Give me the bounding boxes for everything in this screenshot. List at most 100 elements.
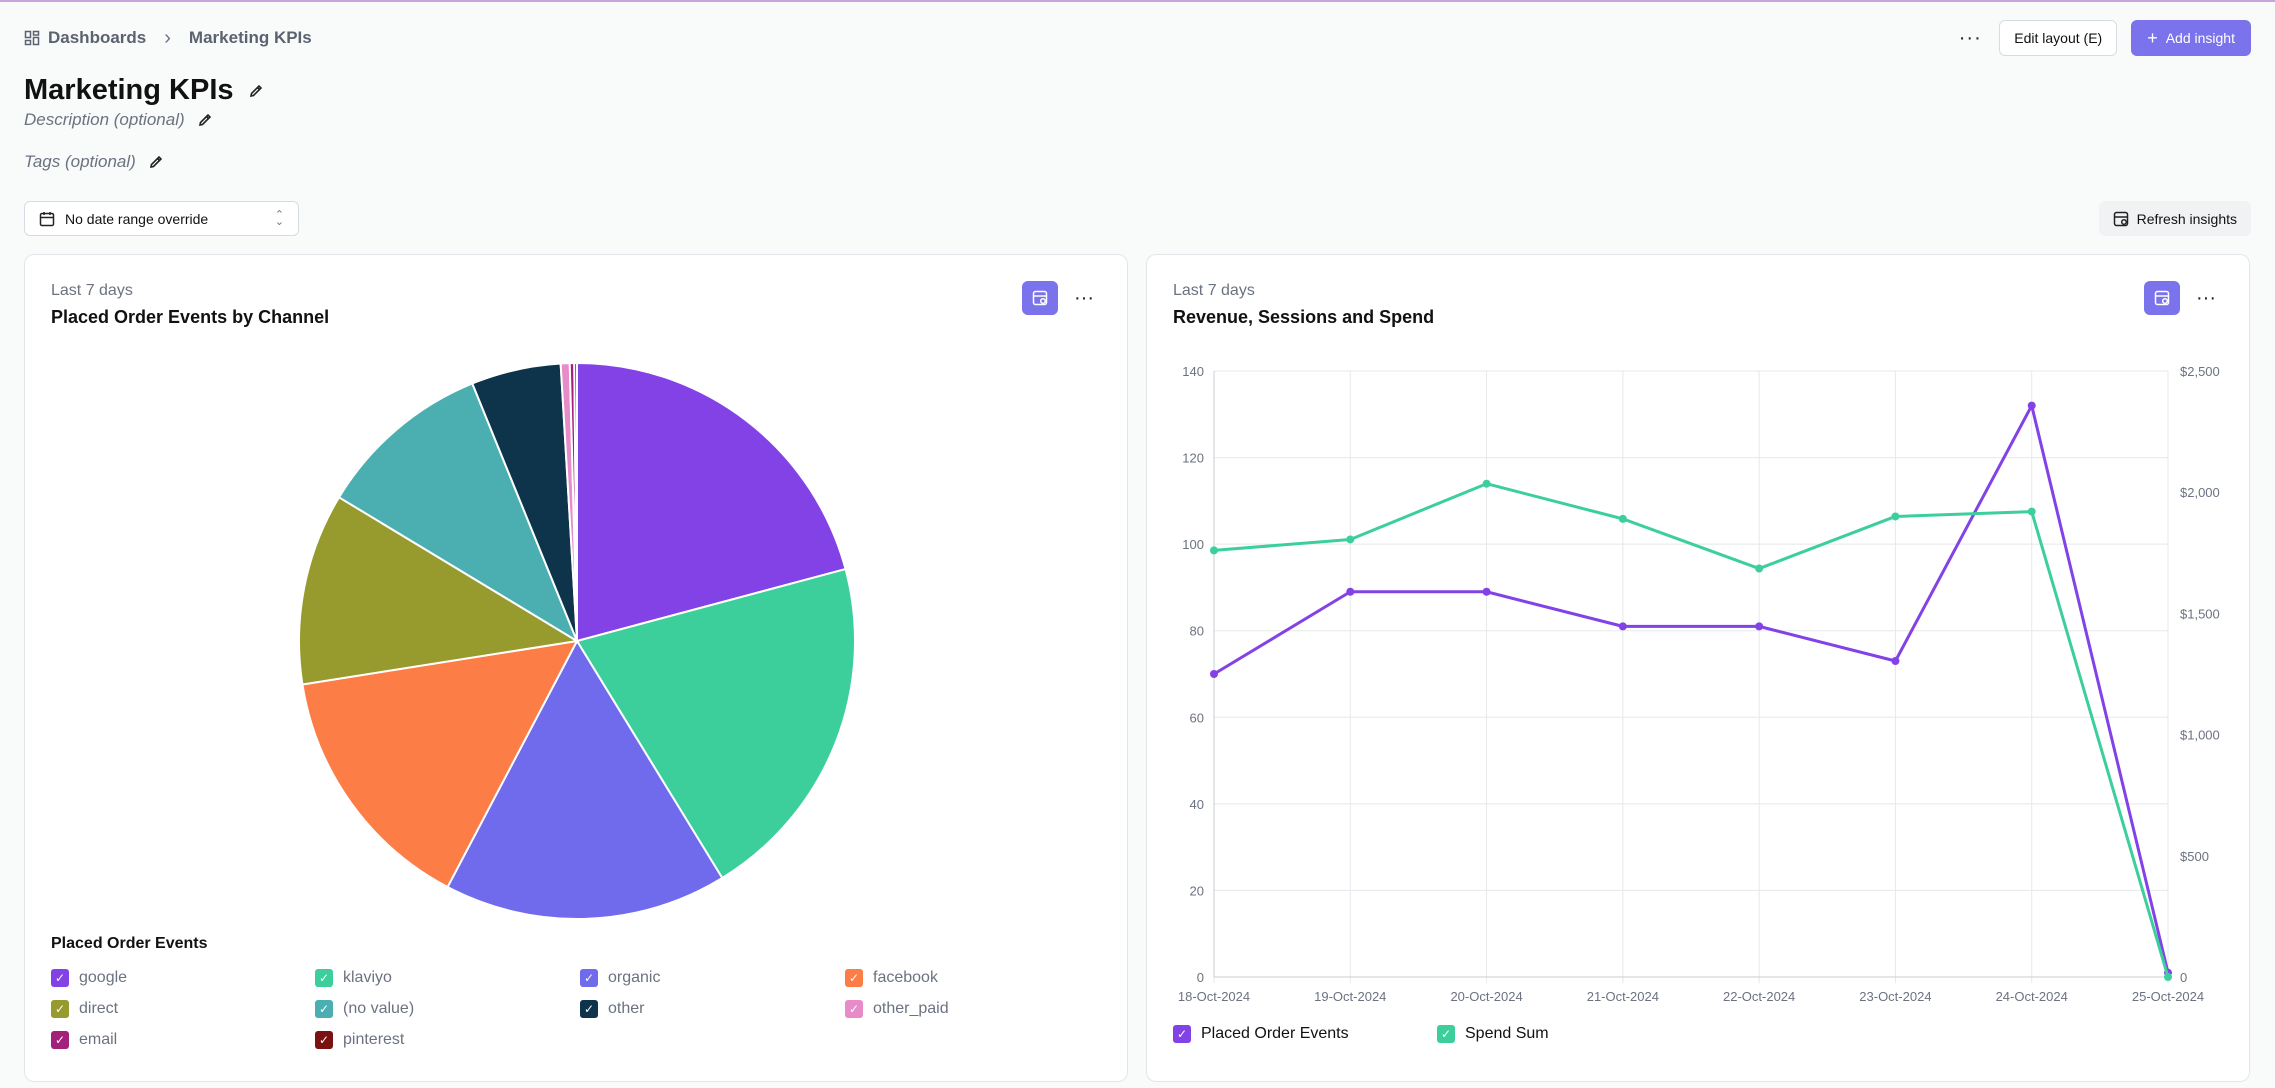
legend-item[interactable]: ✓ other_paid: [845, 1000, 949, 1018]
card-title[interactable]: Revenue, Sessions and Spend: [1173, 307, 1435, 327]
pie-slice-no-value[interactable]: [337, 382, 580, 644]
legend-checkbox[interactable]: ✓: [315, 1031, 333, 1049]
y-left-tick-label: 40: [1190, 797, 1204, 812]
pie-slice-organic[interactable]: [446, 638, 724, 920]
refresh-database-icon: [2113, 211, 2128, 226]
tags-field[interactable]: Tags (optional): [24, 152, 136, 171]
x-tick-label: 21-Oct-2024: [1587, 989, 1659, 1004]
legend-item[interactable]: ✓ google: [51, 969, 127, 987]
legend-item[interactable]: ✓ other: [580, 1000, 644, 1018]
more-dots-icon: ···: [1958, 26, 1982, 49]
legend-label: google: [79, 969, 128, 986]
legend-label: Spend Sum: [1465, 1025, 1549, 1042]
legend-checkbox[interactable]: ✓: [845, 1000, 863, 1018]
pie-chart: [298, 361, 856, 920]
data-point[interactable]: [1755, 564, 1764, 573]
y-right-tick-label: $2,000: [2180, 485, 2220, 500]
data-point[interactable]: [1210, 670, 1218, 678]
chevron-right-icon: ›: [164, 26, 171, 49]
legend-label: (no value): [343, 1000, 415, 1017]
pie-slice-google[interactable]: [576, 361, 847, 643]
data-point[interactable]: [1346, 587, 1355, 596]
data-point[interactable]: [2027, 401, 2036, 410]
series-line-spend-sum[interactable]: [1213, 482, 2170, 978]
data-point[interactable]: [1755, 622, 1764, 631]
legend-item[interactable]: ✓ email: [51, 1031, 117, 1049]
line-chart: 0 20 40 60 80 100 120 140 0 $500 $1,000 $1,500 $2,00…: [1178, 364, 2220, 1004]
data-point[interactable]: [1210, 546, 1218, 555]
legend-checkbox[interactable]: ✓: [51, 1000, 69, 1018]
card-more-button[interactable]: ···: [1074, 286, 1094, 309]
page-title[interactable]: Marketing KPIs: [24, 74, 234, 106]
data-point[interactable]: [1618, 622, 1627, 631]
more-options-button[interactable]: ···: [1955, 23, 1985, 53]
legend-checkbox[interactable]: ✓: [1437, 1025, 1455, 1043]
y-left-tick-label: 100: [1182, 537, 1204, 552]
pie-slice-klaviyo[interactable]: [575, 567, 856, 880]
legend-checkbox[interactable]: ✓: [51, 1031, 69, 1049]
legend-checkbox[interactable]: ✓: [845, 969, 863, 987]
legend-item[interactable]: ✓ klaviyo: [315, 969, 392, 987]
y-right-tick-label: $2,500: [2180, 364, 2220, 379]
data-point[interactable]: [1482, 479, 1491, 488]
legend-checkbox[interactable]: ✓: [580, 1000, 598, 1018]
breadcrumb-dashboards-link[interactable]: Dashboards: [24, 28, 146, 48]
legend-item[interactable]: ✓ direct: [51, 1000, 118, 1018]
chevron-updown-icon: ⌃ ⌄: [274, 208, 284, 228]
data-point[interactable]: [1891, 657, 1900, 666]
legend-item[interactable]: ✓ facebook: [845, 969, 938, 987]
legend-item[interactable]: ✓ Spend Sum: [1437, 1025, 1549, 1043]
x-tick-label: 18-Oct-2024: [1178, 989, 1250, 1004]
data-point[interactable]: [2027, 507, 2036, 516]
legend-item[interactable]: ✓ pinterest: [315, 1031, 404, 1049]
pie-slice-direct[interactable]: [298, 495, 580, 686]
refresh-insights-label: Refresh insights: [2136, 210, 2237, 227]
legend-checkbox[interactable]: ✓: [51, 969, 69, 987]
database-icon: [2154, 290, 2170, 306]
legend-label: other_paid: [873, 1000, 949, 1017]
legend-item[interactable]: ✓ organic: [580, 969, 660, 987]
legend-title: Placed Order Events: [51, 935, 208, 952]
date-range-select[interactable]: No date range override ⌃ ⌄: [24, 201, 299, 236]
edit-layout-button[interactable]: Edit layout (E): [1999, 20, 2118, 56]
data-point[interactable]: [1891, 512, 1900, 521]
x-tick-label: 19-Oct-2024: [1314, 989, 1386, 1004]
database-icon: [1032, 290, 1048, 306]
pie-slice-facebook[interactable]: [301, 639, 579, 889]
data-point[interactable]: [1346, 535, 1355, 544]
pie-slice-pinterest[interactable]: [573, 361, 578, 642]
data-point[interactable]: [2164, 973, 2172, 981]
x-tick-label: 24-Oct-2024: [1996, 989, 2068, 1004]
series-line-placed-order-events[interactable]: [1213, 404, 2170, 974]
x-tick-label: 23-Oct-2024: [1859, 989, 1931, 1004]
legend-label: organic: [608, 969, 661, 986]
card-more-button[interactable]: ···: [2196, 286, 2216, 309]
plus-icon: +: [2147, 28, 2158, 48]
legend-label: facebook: [873, 969, 938, 986]
pencil-edit-icon[interactable]: [197, 112, 213, 128]
data-point[interactable]: [1482, 587, 1491, 596]
legend-item[interactable]: ✓ (no value): [315, 1000, 414, 1018]
pencil-edit-icon[interactable]: [248, 83, 264, 99]
add-insight-label: Add insight: [2165, 30, 2235, 46]
legend-checkbox[interactable]: ✓: [315, 1000, 333, 1018]
description-field[interactable]: Description (optional): [24, 110, 185, 129]
y-left-tick-label: 60: [1190, 710, 1204, 725]
insight-source-button[interactable]: [1022, 281, 1058, 315]
line-chart-card: Last 7 days Revenue, Sessions and Spend …: [1146, 254, 2250, 1082]
legend-checkbox[interactable]: ✓: [580, 969, 598, 987]
add-insight-button[interactable]: + Add insight: [2131, 20, 2251, 56]
x-tick-label: 20-Oct-2024: [1450, 989, 1522, 1004]
data-point[interactable]: [1618, 514, 1627, 523]
legend-item[interactable]: ✓ Placed Order Events: [1173, 1025, 1349, 1043]
y-right-tick-label: $500: [2180, 849, 2209, 864]
refresh-insights-button[interactable]: Refresh insights: [2098, 201, 2251, 236]
y-right-tick-label: $1,000: [2180, 728, 2220, 743]
legend-checkbox[interactable]: ✓: [1173, 1025, 1191, 1043]
legend-label: other: [608, 1000, 645, 1017]
legend-checkbox[interactable]: ✓: [315, 969, 333, 987]
card-title[interactable]: Placed Order Events by Channel: [51, 307, 330, 327]
pencil-edit-icon[interactable]: [148, 154, 164, 170]
insight-source-button[interactable]: [2144, 281, 2180, 315]
breadcrumb-current: Marketing KPIs: [188, 28, 312, 47]
